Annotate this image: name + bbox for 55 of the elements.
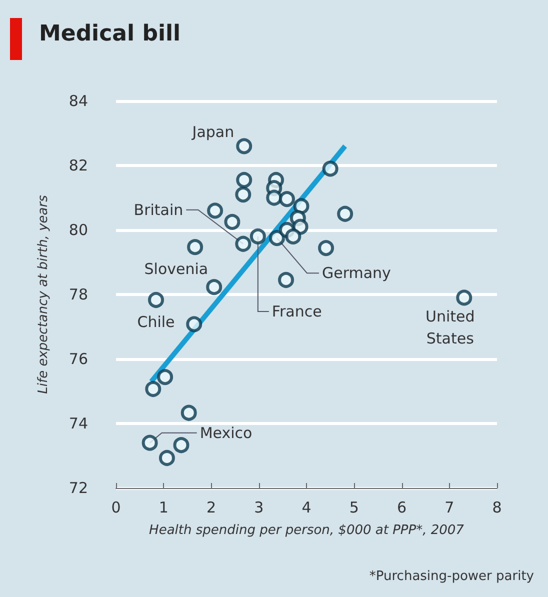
annotation: Japan xyxy=(191,123,234,142)
point xyxy=(180,404,197,421)
y-tick-label: 84 xyxy=(68,92,88,110)
x-tick-label: 8 xyxy=(492,498,502,516)
x-axis-title: Health spending per person, $000 at PPP*, 2007 xyxy=(149,523,465,538)
point xyxy=(235,236,252,252)
text: *Purchasing-power parity xyxy=(369,569,534,584)
point xyxy=(318,240,334,256)
point xyxy=(235,186,252,203)
x-tick-label: 6 xyxy=(396,498,407,516)
y-tick-label: 74 xyxy=(68,414,88,432)
point xyxy=(145,380,162,397)
point xyxy=(293,198,310,214)
point xyxy=(158,450,175,466)
annotation: Germany xyxy=(322,264,392,282)
chart-title: Medical bill xyxy=(39,22,181,46)
point xyxy=(337,206,354,222)
x-tick-label: 4 xyxy=(302,498,312,516)
point xyxy=(148,292,164,308)
point xyxy=(187,239,204,256)
annotation: Mexico xyxy=(200,424,252,442)
point xyxy=(322,160,338,177)
point xyxy=(224,214,240,230)
annotation: France xyxy=(272,302,322,320)
y-axis-title: Life expectancy at birth, years xyxy=(36,194,51,394)
x-tick-label: 5 xyxy=(349,498,359,516)
point xyxy=(456,290,472,306)
y-tick-label: 78 xyxy=(68,286,88,304)
y-tick-label: 76 xyxy=(68,350,88,368)
point xyxy=(250,228,266,244)
point xyxy=(285,228,302,244)
point xyxy=(278,272,294,288)
point xyxy=(236,172,252,188)
annotation: Chile xyxy=(137,312,175,331)
point xyxy=(207,202,224,219)
point xyxy=(157,369,174,386)
point xyxy=(186,316,202,332)
x-tick-label: 3 xyxy=(254,498,264,516)
y-tick-label: 72 xyxy=(68,479,88,497)
annotation: Britain xyxy=(134,200,184,219)
point xyxy=(278,191,295,208)
annotation: Slovenia xyxy=(144,260,208,278)
point xyxy=(236,138,252,154)
point xyxy=(206,279,222,296)
y-tick-label: 82 xyxy=(68,156,88,174)
point xyxy=(173,437,190,454)
x-tick-label: 7 xyxy=(444,498,454,516)
point xyxy=(142,434,158,451)
annotation: United States xyxy=(425,308,475,348)
x-tick-label: 1 xyxy=(158,498,168,516)
x-tick-label: 2 xyxy=(206,498,216,516)
point xyxy=(266,190,282,206)
x-tick-label: 0 xyxy=(111,498,121,516)
y-tick-label: 80 xyxy=(68,221,88,239)
point xyxy=(268,230,285,246)
